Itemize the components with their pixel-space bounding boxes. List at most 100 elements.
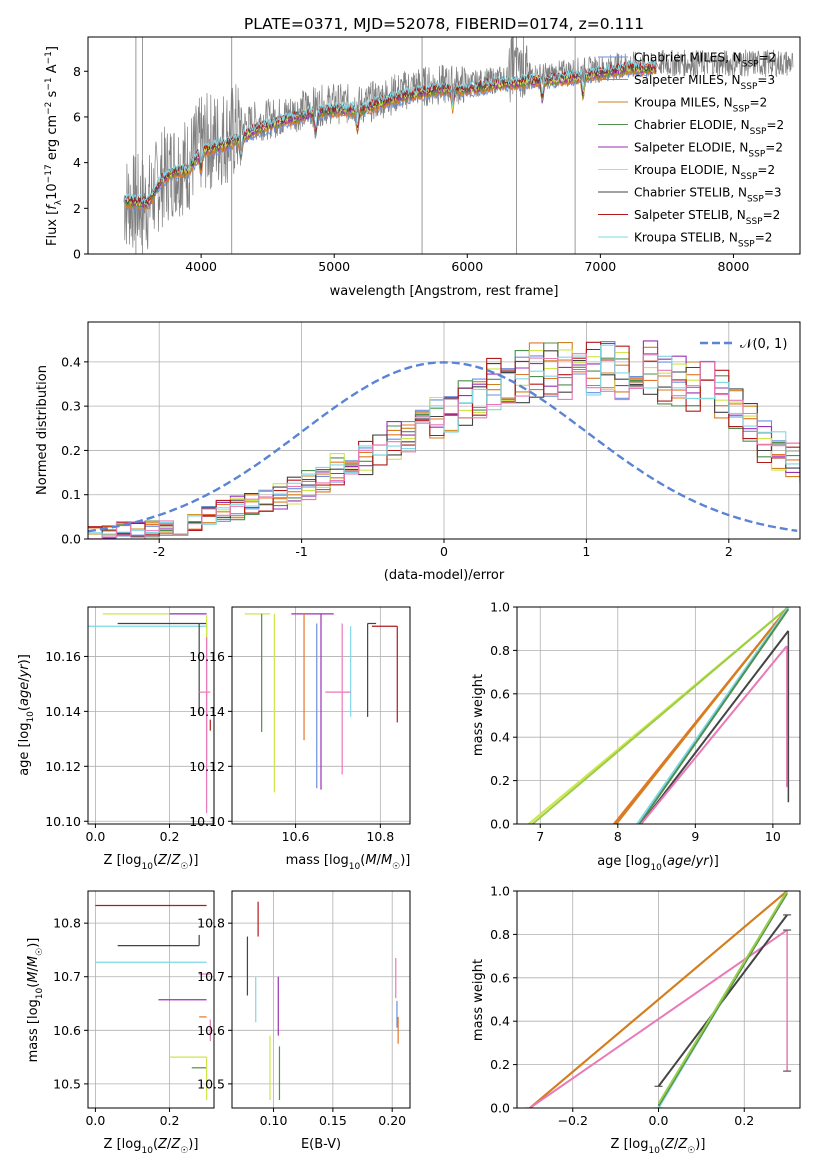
x-tick-label: 4000 [185,259,217,274]
x-tick-label: 0.0 [85,1113,105,1128]
y-tick-label: 0.2 [61,443,81,458]
legend-entry: Kroupa STELIB, NSSP=2 [634,231,772,250]
plot-area [88,340,800,539]
x-tick-label: 1 [582,544,590,559]
mass-weight-line [636,607,790,824]
mass-weight-line [640,645,788,824]
x-tick-label: 9 [691,829,699,844]
x-tick-label: 7 [536,829,544,844]
y-tick-label: 0.6 [490,970,510,985]
x-axis-label: age [log10(age/yr)] [597,854,719,873]
y-tick-label: 10.5 [53,1076,81,1091]
histogram-step-line [88,341,800,539]
y-tick-label: 10.8 [197,916,225,931]
x-tick-label: -2 [153,544,165,559]
histogram-step-line [88,342,800,539]
y-tick-label: 0.4 [490,730,510,745]
legend-entry: Salpeter ELODIE, NSSP=2 [634,141,783,160]
x-axis-label: wavelength [Angstrom, rest frame] [330,284,559,299]
y-tick-label: 8 [73,64,81,79]
axes-frame [516,606,801,825]
y-tick-label: 0.0 [490,1101,510,1116]
x-tick-label: 6000 [451,259,483,274]
y-tick-label: 10.12 [189,759,225,774]
y-tick-label: 0.0 [490,817,510,832]
x-tick-label: 0.10 [260,1113,288,1128]
x-tick-label: 10 [765,829,781,844]
y-tick-label: 6 [73,109,81,124]
x-tick-label: 0.0 [85,829,105,844]
x-tick-label: 0.15 [319,1113,347,1128]
y-tick-label: 10.7 [53,969,81,984]
y-tick-label: 4 [73,155,81,170]
mass-weight-line [657,892,788,1107]
x-tick-label: 0.20 [378,1113,406,1128]
x-tick-label: 10.8 [366,829,394,844]
mass-weight-vs-metallicity-panel: −0.2 0.0 0.2 0.0 0.2 0.4 0.6 0.8 1.0 Z [log10(Z/Z… [471,884,801,1156]
y-tick-label: 10.6 [197,1023,225,1038]
mass-vs-metallicity-panel: 0.0 0.2 10.5 10.6 10.7 10.8 Z [log10(Z/Z☉)] mas… [26,890,215,1156]
axes-frame [87,36,801,255]
legend-entry: Salpeter STELIB, NSSP=2 [634,208,780,227]
y-tick-label: 0.6 [490,686,510,701]
model-spectrum-line [124,63,657,207]
y-tick-label: 10.10 [45,814,81,829]
legend-entry: Kroupa ELODIE, NSSP=2 [634,163,775,182]
plot-area [123,37,794,254]
y-tick-label: 10.14 [45,704,81,719]
y-axis-label: mass weight [471,959,486,1041]
x-tick-label: 8 [614,829,622,844]
x-tick-label: 2 [725,544,733,559]
histogram-step-line [88,344,800,539]
model-spectrum-line [124,65,657,209]
x-tick-label: 0.2 [734,1113,754,1128]
legend-entry: Chabrier MILES, NSSP=2 [634,51,776,70]
mass-weight-line [638,608,790,824]
y-tick-label: 10.16 [189,649,225,664]
model-spectrum-line [125,59,657,204]
residual-histogram-panel: -2 -1 0 1 2 0.0 0.1 0.2 0.3 0.4 (data-model)/error… [35,321,801,583]
x-tick-label: 8000 [718,259,750,274]
y-axis-label: Flux [fλ10−17 erg cm−2 s−1 A−1] [44,46,64,246]
histogram-step-line [88,353,800,539]
x-tick-label: -1 [295,544,307,559]
mass-weight-line [531,607,790,824]
x-tick-label: 0.2 [160,829,180,844]
y-tick-label: 1.0 [490,600,510,615]
histogram-step-line [88,340,800,539]
x-tick-label: 0 [440,544,448,559]
x-tick-label: 10.6 [282,829,310,844]
y-tick-label: 2 [73,201,81,216]
y-tick-label: 0.3 [61,399,81,414]
y-tick-label: 0.2 [490,1057,510,1072]
mass-weight-line [657,891,788,1105]
model-spectrum-line [124,63,657,208]
y-tick-label: 10.8 [53,916,81,931]
y-tick-label: 10.16 [45,649,81,664]
legend-entry: Chabrier ELODIE, NSSP=2 [634,118,784,137]
y-axis-label: mass weight [471,674,486,756]
y-tick-label: 0 [73,247,81,262]
x-axis-label: Z [log10(Z/Z☉)] [104,1137,199,1156]
spectrum-panel: 4000 5000 6000 7000 8000 0 2 4 6 8 wavelength [Ang… [44,36,801,299]
y-tick-label: 0.2 [490,773,510,788]
histogram-step-line [88,348,800,539]
age-vs-metallicity-panel: 0.0 0.2 10.10 10.12 10.14 10.16 Z [log10(Z/Z☉)… [17,606,215,872]
plot-area [95,904,211,1100]
x-axis-label: E(B-V) [301,1137,341,1152]
legend-entry: Kroupa MILES, NSSP=2 [634,96,767,115]
y-tick-label: 10.12 [45,759,81,774]
y-axis-label: age [log10(age/yr)] [17,654,36,776]
plot-area [527,607,790,824]
axes-frame [87,606,215,825]
model-spectrum-line [124,67,657,211]
histogram-step-line [88,349,800,539]
axes-frame [231,890,411,1109]
model-spectrum-line [124,67,657,210]
mass-weight-line [529,891,788,1108]
y-tick-label: 0.4 [490,1014,510,1029]
x-tick-label: 5000 [318,259,350,274]
y-tick-label: 10.10 [189,814,225,829]
y-tick-label: 10.7 [197,969,225,984]
